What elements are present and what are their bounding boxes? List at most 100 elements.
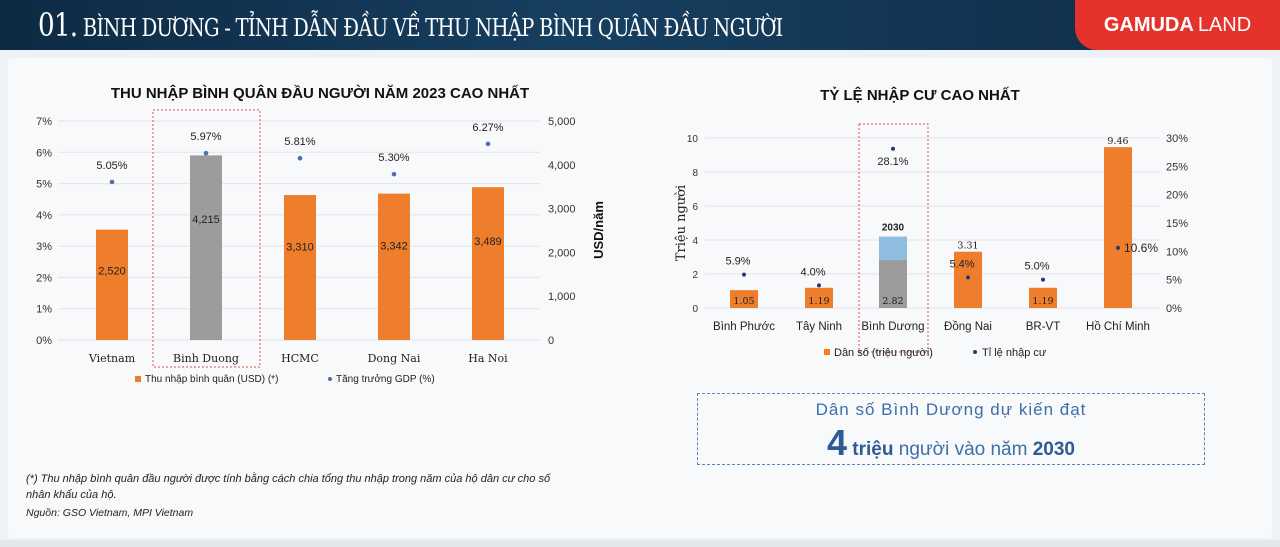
income-chart: THU NHẬP BÌNH QUÂN ĐẦU NGƯỜI NĂM 2023 CA…	[36, 84, 606, 385]
right-tick-label: 0%	[1166, 303, 1182, 315]
left-tick-label: 4%	[36, 210, 52, 222]
bar-0	[730, 290, 758, 308]
immigration-chart: TỶ LỆ NHẬP CƯ CAO NHẤT 0 2 4 6 8 10 0% 5% 10% 15% 2…	[674, 86, 1188, 359]
rate-point-5	[1116, 245, 1120, 250]
rate-value-label: 10.6%	[1124, 241, 1158, 255]
callout-big-number: 4	[826, 422, 848, 463]
callout-year: 2030	[1032, 439, 1076, 460]
footnote-line1: (*) Thu nhập bình quân đầu người được tí…	[26, 473, 551, 485]
projection-label: 2030	[882, 223, 905, 234]
right-tick-label: 1,000	[548, 291, 576, 303]
category-label: Ha Noi	[468, 352, 508, 365]
right-tick-label: 25%	[1166, 161, 1188, 173]
left-tick-label: 6	[692, 202, 698, 213]
category-label: BR-VT	[1026, 321, 1061, 333]
left-tick-label: 0%	[36, 335, 52, 347]
rate-value-label: 4.0%	[800, 266, 825, 278]
left-tick-label: 5%	[36, 179, 52, 191]
gdp-point-0	[109, 179, 115, 185]
bar-3	[378, 193, 410, 340]
legend-point-label: Tỉ lệ nhập cư	[982, 347, 1047, 359]
legend-bar-swatch	[135, 376, 141, 382]
gdp-point-4	[485, 141, 491, 147]
bar-value-label: 1.05	[733, 296, 754, 307]
rate-point-1	[817, 283, 821, 288]
gdp-point-1	[203, 150, 209, 156]
rate-point-2	[891, 146, 895, 151]
right-axis-label: USD/năm	[591, 201, 606, 259]
brand-light: LAND	[1197, 13, 1252, 36]
bar-2	[284, 195, 316, 340]
right-tick-label: 4,000	[548, 160, 576, 172]
category-label: Bình Dương	[861, 321, 924, 333]
gdp-value-label: 5.81%	[284, 136, 315, 148]
legend-bar-label: Thu nhập bình quân (USD) (*)	[145, 374, 278, 385]
bar-2	[879, 260, 907, 308]
category-label: Đồng Nai	[944, 321, 992, 333]
rate-value-label: 28.1%	[877, 156, 908, 168]
gdp-value-label: 5.97%	[190, 131, 221, 143]
page-title: 01. BÌNH DƯƠNG - TỈNH DẪN ĐẦU VỀ THU NHẬ…	[38, 6, 783, 44]
right-tick-label: 10%	[1166, 246, 1188, 258]
rate-value-label: 5.0%	[1024, 261, 1049, 273]
rate-point-0	[742, 272, 746, 277]
rate-value-label: 5.4%	[949, 258, 974, 270]
right-tick-label: 5%	[1166, 275, 1182, 287]
bar-value-label: 3,342	[380, 241, 408, 253]
gdp-value-label: 5.05%	[96, 160, 127, 172]
category-label: Vietnam	[88, 352, 136, 365]
right-tick-label: 0	[548, 335, 554, 347]
left-tick-label: 2%	[36, 272, 52, 284]
bar-0	[96, 229, 128, 340]
gdp-point-3	[391, 171, 397, 177]
bar-1	[805, 287, 833, 308]
left-tick-label: 0	[692, 304, 698, 315]
gdp-value-label: 6.27%	[472, 122, 503, 134]
bar-value-label: 9.46	[1107, 136, 1128, 147]
category-label: Hồ Chí Minh	[1086, 321, 1150, 333]
rate-value-label: 5.9%	[725, 256, 750, 268]
category-label: Binh Duong	[173, 352, 239, 365]
gdp-value-label: 5.30%	[378, 152, 409, 164]
left-tick-label: 6%	[36, 147, 52, 159]
bar-value-label: 3.31	[957, 241, 978, 252]
legend-point-swatch	[328, 377, 332, 381]
title-text: BÌNH DƯƠNG - TỈNH DẪN ĐẦU VỀ THU NHẬP BÌ…	[82, 14, 784, 42]
bar-4	[472, 187, 504, 340]
right-tick-label: 5,000	[548, 116, 576, 128]
legend-bar-swatch	[824, 349, 830, 355]
category-label: HCMC	[281, 352, 319, 365]
brand-bold: GAMUDA	[1103, 13, 1194, 36]
legend-point-swatch	[973, 350, 977, 354]
bar-1	[190, 155, 222, 340]
right-tick-label: 3,000	[548, 204, 576, 216]
gdp-point-2	[297, 155, 303, 161]
left-tick-label: 10	[687, 134, 699, 145]
bar-5	[1104, 147, 1132, 308]
bar-value-label: 4,215	[192, 214, 220, 226]
brand-logo: GAMUDA LAND	[1075, 0, 1280, 50]
callout-mid: người vào năm	[898, 439, 1028, 460]
bar-value-label: 3,489	[474, 236, 502, 248]
bar-3	[954, 251, 982, 308]
footnote-line2: nhân khẩu của hộ.	[26, 489, 117, 501]
callout-unit: triệu	[852, 439, 894, 460]
left-tick-label: 2	[692, 270, 698, 281]
callout-line2: 4 triệu người vào năm 2030	[698, 422, 1204, 464]
category-label: Bình Phước	[713, 321, 775, 333]
rate-point-4	[1041, 277, 1045, 282]
footer-strip	[0, 540, 1280, 547]
population-callout: Dân số Bình Dương dự kiến đạt 4 triệu ng…	[697, 393, 1205, 465]
right-tick-label: 20%	[1166, 190, 1188, 202]
left-tick-label: 7%	[36, 116, 52, 128]
category-label: Tây Ninh	[796, 321, 842, 333]
bar-value-label: 2,520	[98, 266, 126, 278]
bar-4	[1029, 287, 1057, 308]
left-tick-label: 4	[692, 236, 698, 247]
callout-line1: Dân số Bình Dương dự kiến đạt	[815, 400, 1087, 419]
rate-point-3	[966, 275, 970, 280]
header-bar: 01. BÌNH DƯƠNG - TỈNH DẪN ĐẦU VỀ THU NHẬ…	[0, 0, 1280, 50]
right-tick-label: 15%	[1166, 218, 1188, 230]
legend-bar-label: Dân số (triệu người)	[834, 347, 933, 359]
chart-title: TỶ LỆ NHẬP CƯ CAO NHẤT	[820, 86, 1020, 104]
